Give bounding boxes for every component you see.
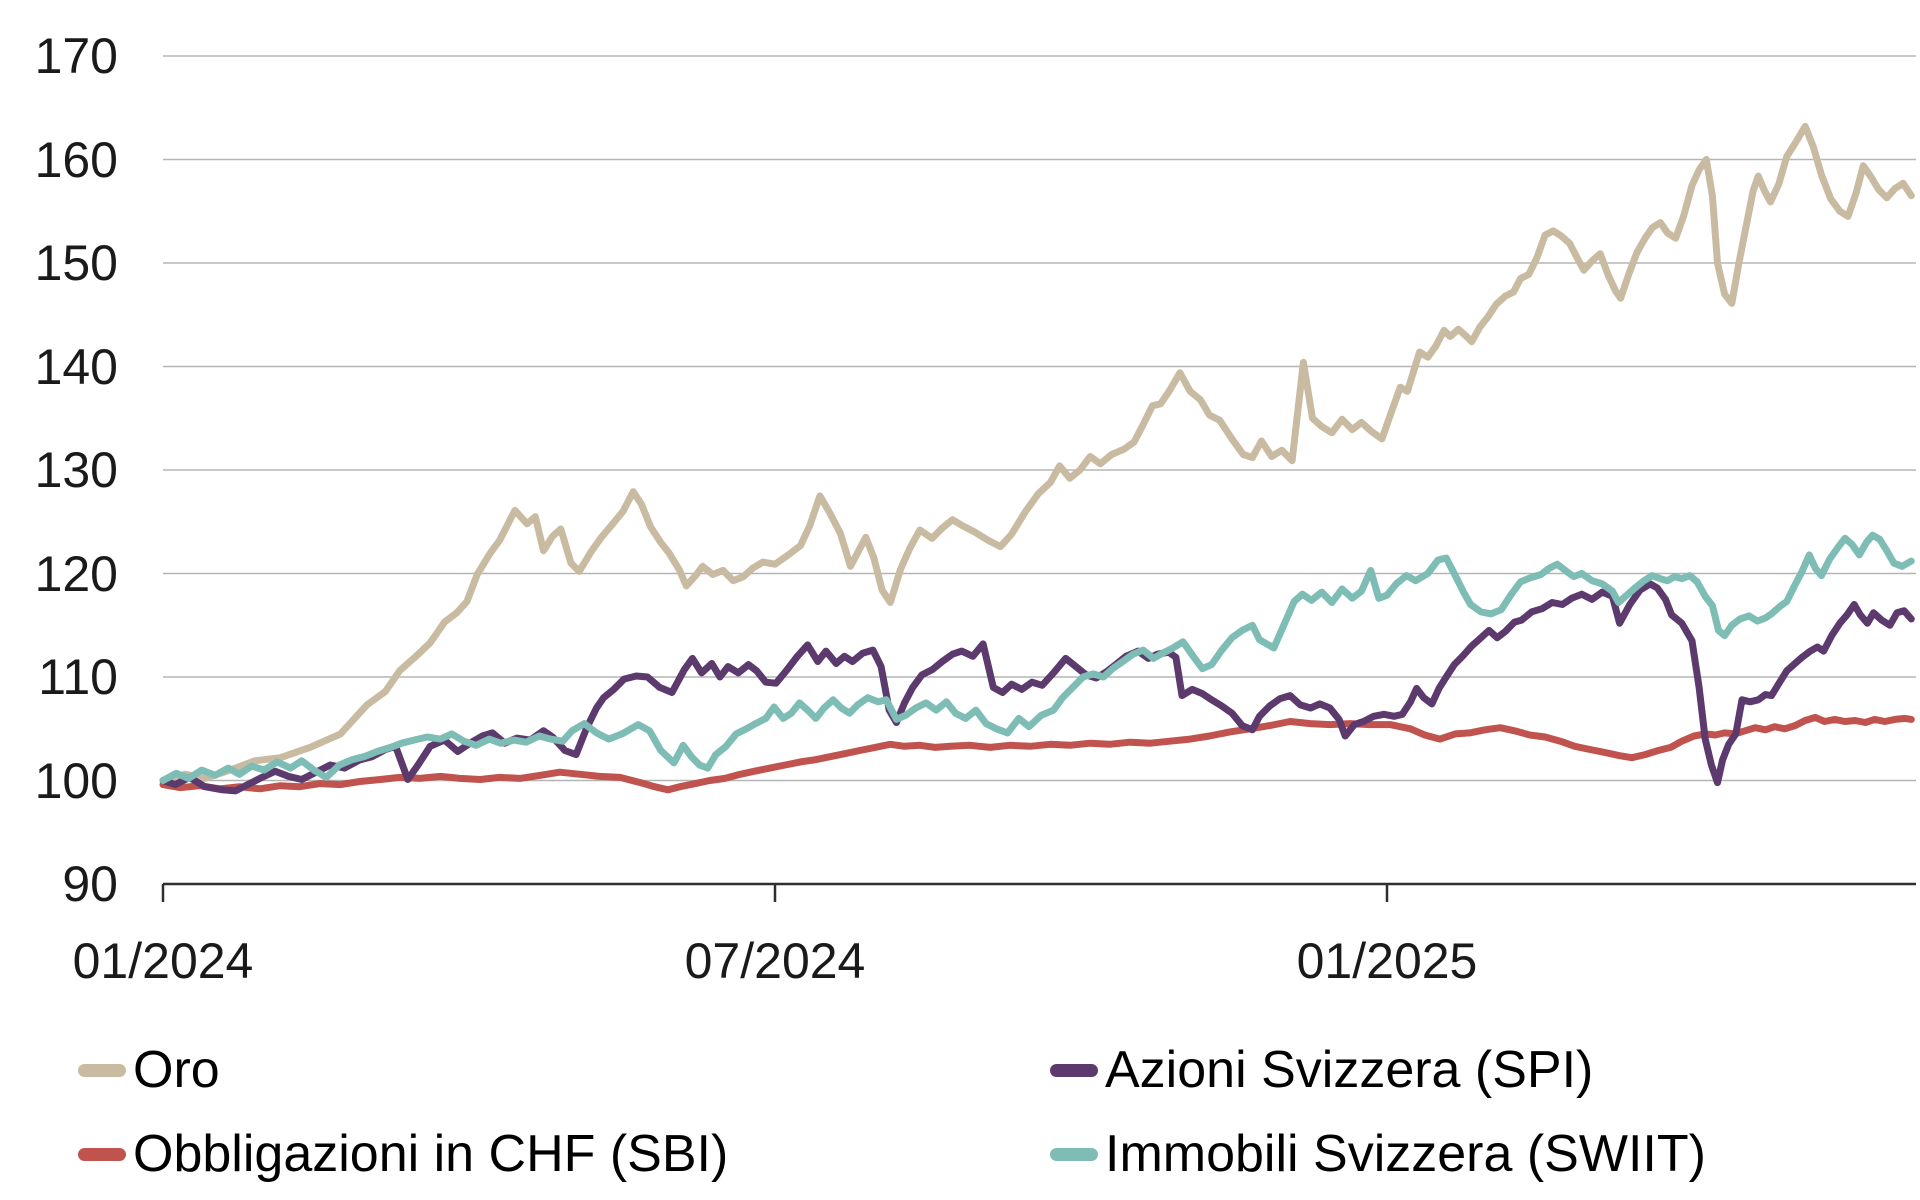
y-axis-label-170: 170 bbox=[34, 28, 118, 84]
series-line-obbligazioni-in-chf-sbi bbox=[159, 713, 1915, 794]
legend-swatch-oro bbox=[78, 1063, 126, 1077]
legend-item-immobili-svizzera: Immobili Svizzera (SWIIT) bbox=[1050, 1124, 1706, 1184]
legend-label-immobili-svizzera: Immobili Svizzera (SWIIT) bbox=[1105, 1125, 1706, 1183]
y-axis-label-140: 140 bbox=[34, 339, 118, 395]
series-line-azioni-svizzera-spi bbox=[159, 580, 1915, 795]
y-axis-label-100: 100 bbox=[34, 753, 118, 809]
y-axis-label-110: 110 bbox=[38, 649, 118, 705]
series-line-immobili-svizzera-swiit bbox=[159, 531, 1915, 784]
y-axis-label-130: 130 bbox=[34, 442, 118, 498]
x-axis-label-07/2024: 07/2024 bbox=[684, 933, 866, 989]
legend-label-oro: Oro bbox=[133, 1041, 220, 1099]
legend-label-obbligazioni-chf: Obbligazioni in CHF (SBI) bbox=[133, 1125, 729, 1183]
legend-swatch-azioni-svizzera bbox=[1050, 1063, 1098, 1077]
y-axis-label-120: 120 bbox=[34, 546, 118, 602]
y-axis-label-90: 90 bbox=[62, 856, 118, 912]
y-axis-label-160: 160 bbox=[34, 132, 118, 188]
plot-canvas bbox=[159, 55, 1916, 902]
x-axis-label-01/2025: 01/2025 bbox=[1296, 933, 1478, 989]
legend-swatch-obbligazioni-chf bbox=[78, 1147, 126, 1161]
legend-swatch-immobili-svizzera bbox=[1050, 1147, 1098, 1161]
x-axis-label-01/2024: 01/2024 bbox=[72, 933, 254, 989]
legend-item-obbligazioni-chf: Obbligazioni in CHF (SBI) bbox=[78, 1124, 728, 1184]
performance-line-chart: 170 160 150 140 130 120 110 100 90 01/2024 07/202… bbox=[34, 28, 1916, 989]
legend-label-azioni-svizzera: Azioni Svizzera (SPI) bbox=[1105, 1041, 1594, 1099]
series-line-oro bbox=[159, 122, 1915, 784]
legend-item-oro: Oro bbox=[78, 1040, 220, 1100]
y-axis-label-150: 150 bbox=[34, 235, 118, 291]
legend-item-azioni-svizzera: Azioni Svizzera (SPI) bbox=[1050, 1040, 1593, 1100]
